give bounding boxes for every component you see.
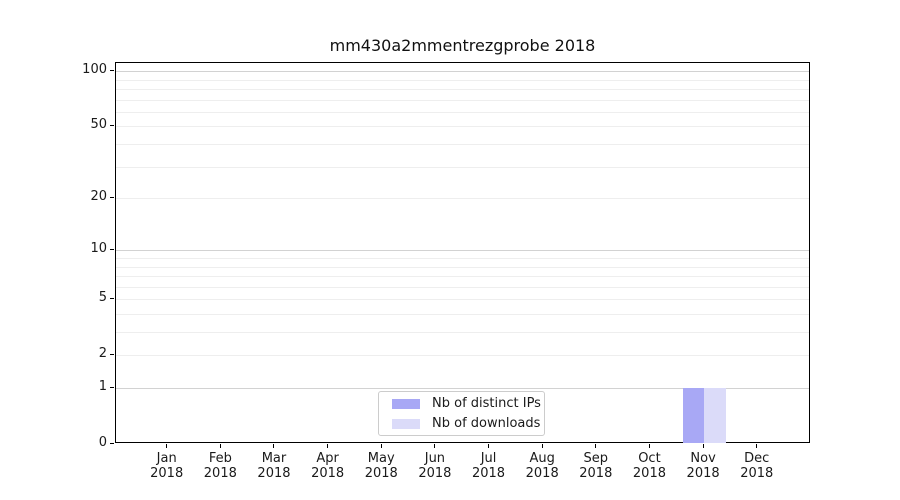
x-tick-label: May 2018	[364, 451, 398, 481]
x-axis-tick	[219, 444, 221, 448]
y-tick-label: 20	[90, 189, 107, 205]
y-axis-tick	[110, 354, 114, 356]
y-gridline	[116, 286, 809, 288]
legend-item: Nb of downloads	[387, 415, 540, 432]
x-axis-tick	[434, 444, 436, 448]
chart-title: mm430a2mmentrezgprobe 2018	[329, 36, 596, 55]
y-gridline-major	[116, 71, 809, 73]
y-axis-tick	[110, 443, 114, 444]
legend-swatch-nb-of-downloads	[392, 418, 420, 429]
y-gridline	[116, 355, 809, 357]
y-tick-label: 2	[98, 346, 107, 362]
x-tick-label: Sep 2018	[579, 451, 613, 481]
x-axis-tick	[541, 444, 543, 448]
y-gridline-major	[116, 250, 809, 252]
x-tick-label: Aug 2018	[525, 451, 559, 481]
x-axis-tick	[595, 444, 597, 448]
legend: Nb of distinct IPs Nb of downloads	[378, 391, 545, 436]
y-gridline	[116, 266, 809, 268]
y-tick-label: 5	[98, 290, 107, 306]
y-gridline	[116, 126, 809, 128]
plot-area	[115, 62, 810, 443]
x-tick-label: Jun 2018	[418, 451, 452, 481]
x-tick-label: Oct 2018	[632, 451, 666, 481]
legend-label: Nb of downloads	[432, 416, 541, 431]
y-gridline	[116, 99, 809, 101]
x-tick-label: Dec 2018	[740, 451, 774, 481]
bar-nb-of-distinct-ips-nov	[682, 388, 705, 443]
x-axis-tick	[488, 444, 490, 448]
y-gridline	[116, 89, 809, 91]
y-gridline	[116, 111, 809, 113]
x-tick-label: Jul 2018	[471, 451, 506, 481]
y-gridline	[116, 332, 809, 334]
legend-swatch-nb-of-distinct-ips	[392, 398, 420, 409]
x-tick-label: Apr 2018	[311, 451, 345, 481]
y-gridline	[116, 79, 809, 81]
y-tick-label: 100	[82, 62, 107, 78]
y-tick-label: 1	[98, 379, 107, 394]
y-gridline	[116, 299, 809, 301]
legend-item: Nb of distinct IPs	[387, 395, 541, 412]
y-tick-label: 10	[90, 241, 107, 257]
x-axis-tick	[756, 444, 758, 448]
x-axis-tick	[273, 444, 275, 448]
y-gridline	[116, 166, 809, 168]
y-tick-label: 0	[98, 435, 107, 450]
y-gridline	[116, 198, 809, 200]
y-tick-label: 50	[90, 117, 107, 133]
y-gridline-major	[116, 388, 809, 389]
x-tick-label: Jan 2018	[150, 451, 184, 481]
bar-nb-of-downloads-nov	[704, 388, 726, 443]
x-tick-label: Mar 2018	[257, 451, 291, 481]
x-axis-tick	[327, 444, 329, 448]
y-gridline	[116, 258, 809, 259]
y-axis-tick	[110, 298, 114, 300]
x-tick-label: Feb 2018	[203, 451, 237, 481]
y-gridline	[116, 144, 809, 146]
y-axis-tick	[110, 197, 114, 199]
y-axis-tick	[110, 387, 114, 388]
y-axis-tick	[110, 70, 114, 72]
legend-label: Nb of distinct IPs	[432, 396, 541, 411]
x-axis-tick	[648, 444, 650, 448]
x-axis-tick	[380, 444, 382, 448]
x-tick-label: Nov 2018	[686, 451, 720, 481]
x-axis-tick	[702, 444, 704, 448]
x-axis-tick	[166, 444, 168, 448]
y-gridline	[116, 313, 809, 315]
y-axis-tick	[110, 125, 114, 127]
y-axis-tick	[110, 249, 114, 251]
y-gridline	[116, 276, 809, 278]
